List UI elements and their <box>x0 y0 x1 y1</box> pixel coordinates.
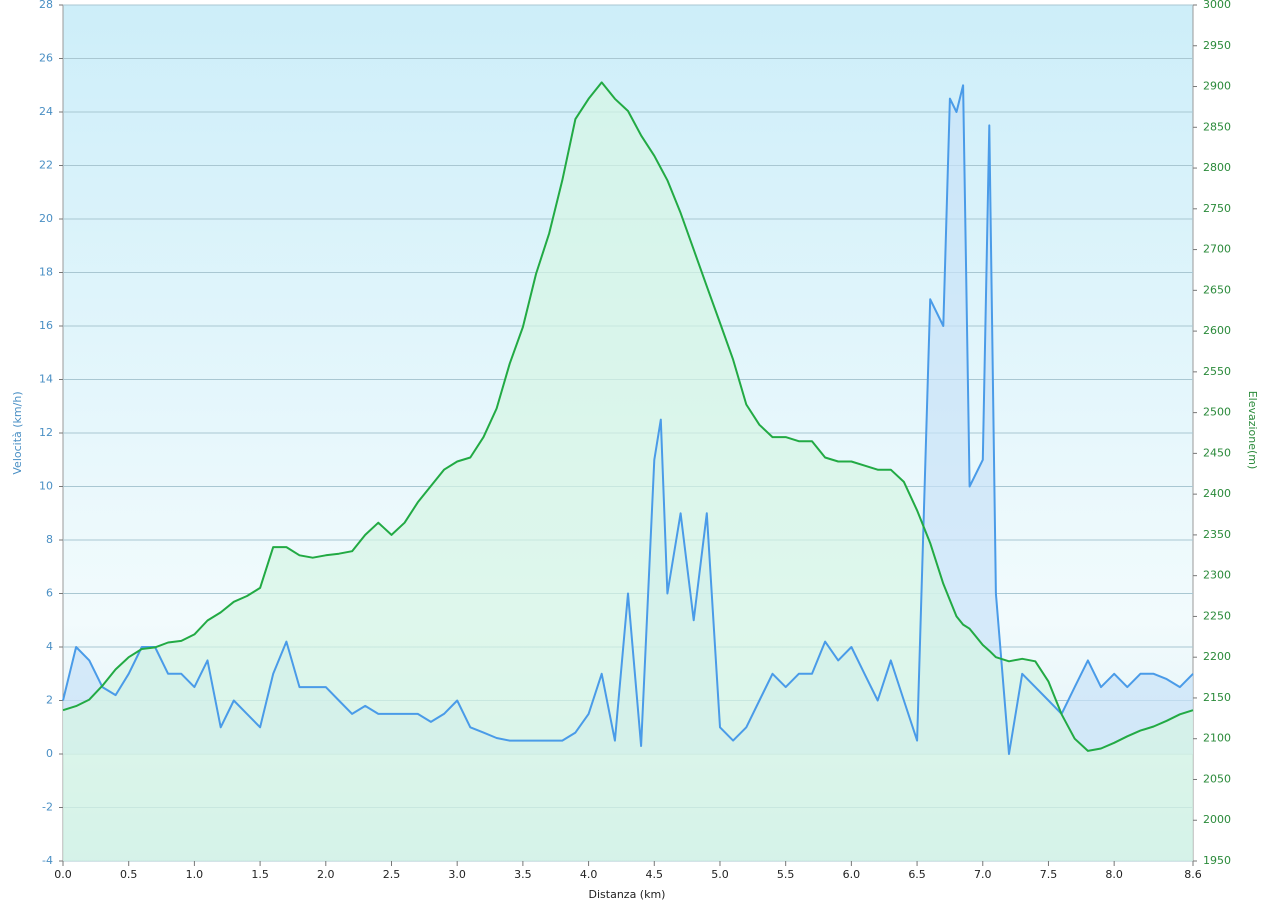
y2-tick-label: 2800 <box>1203 161 1231 174</box>
x-tick-label: 8.0 <box>1105 868 1123 881</box>
y2-tick-label: 2450 <box>1203 446 1231 459</box>
y2-tick-label: 2400 <box>1203 487 1231 500</box>
y2-tick-label: 2650 <box>1203 283 1231 296</box>
x-tick-label: 7.5 <box>1040 868 1058 881</box>
x-tick-label: 0.0 <box>54 868 72 881</box>
y-tick-label: 12 <box>39 426 53 439</box>
y2-tick-label: 2900 <box>1203 80 1231 93</box>
y2-tick-label: 2300 <box>1203 569 1231 582</box>
y2-tick-label: 2700 <box>1203 243 1231 256</box>
y2-axis-label: Elevazione(m) <box>1246 391 1259 470</box>
y2-tick-label: 2150 <box>1203 691 1231 704</box>
x-tick-label: 4.0 <box>580 868 598 881</box>
y2-tick-label: 2100 <box>1203 732 1231 745</box>
y-tick-label: 8 <box>46 533 53 546</box>
x-tick-label: 4.5 <box>646 868 664 881</box>
x-tick-label: 6.5 <box>908 868 926 881</box>
x-tick-label: 5.0 <box>711 868 729 881</box>
y-tick-label: 18 <box>39 266 53 279</box>
y2-tick-label: 2850 <box>1203 120 1231 133</box>
x-axis-label: Distanza (km) <box>589 888 666 901</box>
x-tick-label: 7.0 <box>974 868 992 881</box>
y2-tick-label: 2050 <box>1203 772 1231 785</box>
x-tick-label: 1.5 <box>251 868 269 881</box>
y-tick-label: -2 <box>42 801 53 814</box>
y-tick-label: 22 <box>39 159 53 172</box>
y-tick-label: 20 <box>39 212 53 225</box>
y-tick-label: 0 <box>46 747 53 760</box>
line <box>62 81 1194 752</box>
x-tick-label: 2.0 <box>317 868 335 881</box>
y2-tick-label: 3000 <box>1203 0 1231 11</box>
y-tick-label: 10 <box>39 480 53 493</box>
y2-tick-label: 2600 <box>1203 324 1231 337</box>
y2-tick-label: 2200 <box>1203 650 1231 663</box>
line <box>62 84 1194 755</box>
y-axis-label: Velocità (km/h) <box>11 391 24 474</box>
area <box>63 82 1193 861</box>
y-tick-label: 24 <box>39 105 53 118</box>
y-tick-label: 16 <box>39 319 53 332</box>
y2-tick-label: 2500 <box>1203 406 1231 419</box>
x-tick-label: 3.0 <box>448 868 466 881</box>
y2-tick-label: 2750 <box>1203 202 1231 215</box>
y2-tick-label: 1950 <box>1203 854 1231 867</box>
y-tick-label: 2 <box>46 694 53 707</box>
y2-tick-label: 2550 <box>1203 365 1231 378</box>
y2-tick-label: 2350 <box>1203 528 1231 541</box>
y-tick-label: -4 <box>42 854 53 867</box>
y2-tick-label: 2000 <box>1203 813 1231 826</box>
x-tick-label: 2.5 <box>383 868 401 881</box>
y-tick-label: 28 <box>39 0 53 11</box>
x-tick-label: 0.5 <box>120 868 138 881</box>
y-tick-label: 6 <box>46 587 53 600</box>
y-tick-label: 4 <box>46 640 53 653</box>
y-tick-label: 26 <box>39 52 53 65</box>
x-tick-label: 1.0 <box>186 868 204 881</box>
x-tick-label: 8.6 <box>1184 868 1202 881</box>
y-tick-label: 14 <box>39 373 53 386</box>
x-tick-label: 3.5 <box>514 868 532 881</box>
x-tick-label: 5.5 <box>777 868 795 881</box>
y2-tick-label: 2250 <box>1203 609 1231 622</box>
y2-tick-label: 2950 <box>1203 39 1231 52</box>
x-tick-label: 6.0 <box>843 868 861 881</box>
